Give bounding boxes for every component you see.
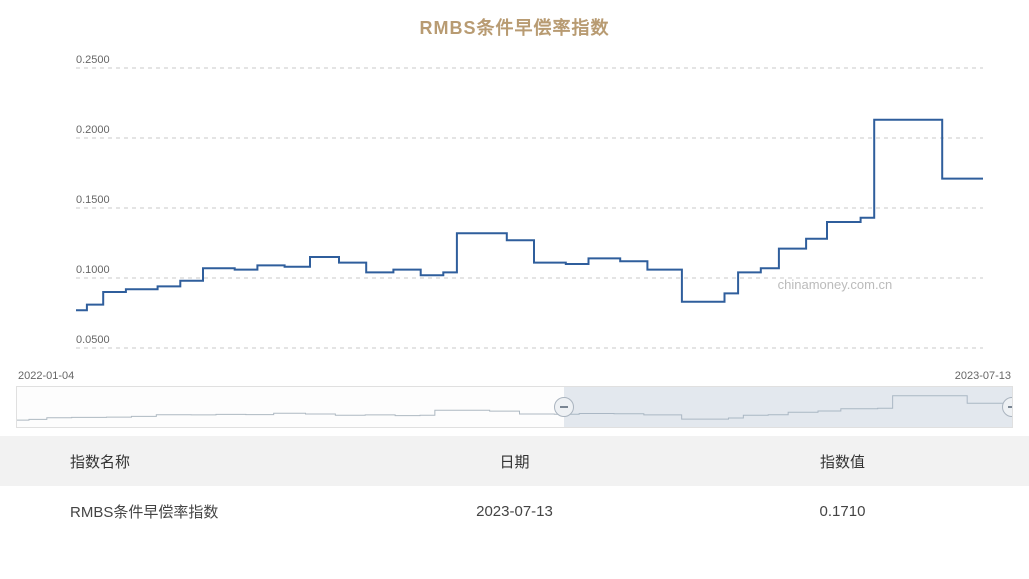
x-end-label: 2023-07-13	[955, 370, 1011, 382]
chart-title: RMBS条件早偿率指数	[0, 0, 1029, 48]
cell-value: 0.1710	[686, 503, 1029, 520]
col-name: 指数名称	[0, 451, 343, 472]
chart-svg: 0.0500 0.1000 0.1500 0.2000 0.2500 chinamoney…	[16, 48, 1013, 368]
table-row: RMBS条件早偿率指数 2023-07-13 0.1710	[0, 486, 1029, 536]
x-start-label: 2022-01-04	[18, 370, 74, 382]
svg-text:0.2500: 0.2500	[76, 54, 110, 66]
cell-date: 2023-07-13	[343, 503, 686, 520]
line-chart: 0.0500 0.1000 0.1500 0.2000 0.2500 chinamoney…	[16, 48, 1013, 368]
data-table: 指数名称 日期 指数值 RMBS条件早偿率指数 2023-07-13 0.171…	[0, 436, 1029, 536]
svg-text:0.1000: 0.1000	[76, 264, 110, 276]
range-selector[interactable]	[16, 386, 1013, 428]
col-date: 日期	[343, 451, 686, 472]
range-handle-left[interactable]	[554, 397, 574, 417]
svg-text:0.1500: 0.1500	[76, 194, 110, 206]
cell-name: RMBS条件早偿率指数	[0, 501, 343, 522]
table-header-row: 指数名称 日期 指数值	[0, 436, 1029, 486]
svg-text:0.2000: 0.2000	[76, 124, 110, 136]
svg-text:0.0500: 0.0500	[76, 334, 110, 346]
range-selection[interactable]	[564, 387, 1012, 427]
container: RMBS条件早偿率指数 0.0500 0.1000 0.1500 0.2000 0.25…	[0, 0, 1029, 579]
x-axis-labels: 2022-01-04 2023-07-13	[18, 370, 1011, 382]
svg-text:chinamoney.com.cn: chinamoney.com.cn	[778, 277, 893, 292]
col-value: 指数值	[686, 451, 1029, 472]
